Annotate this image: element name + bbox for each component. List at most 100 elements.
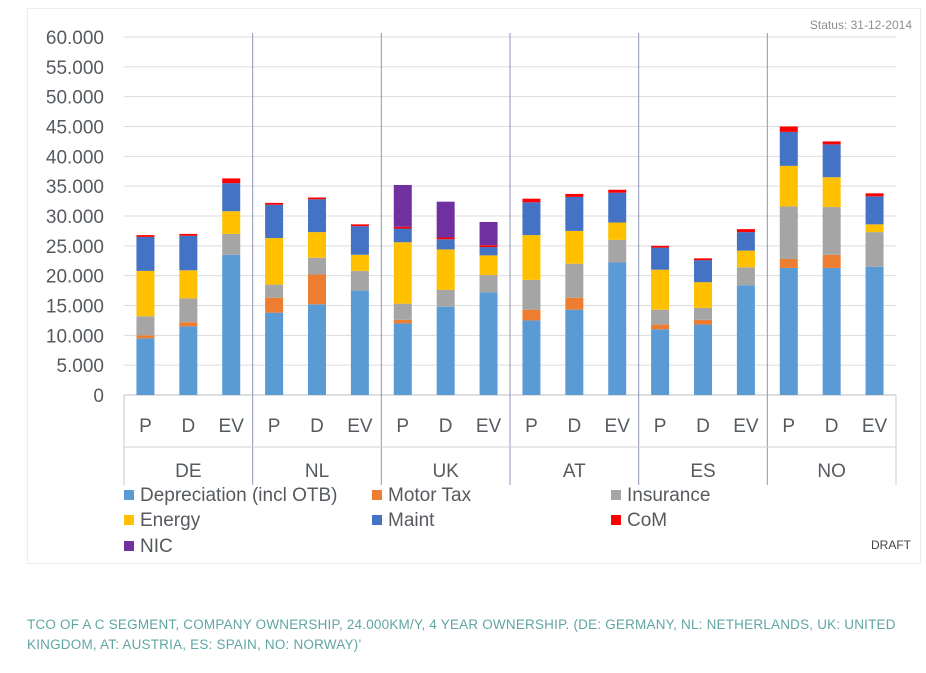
stacked-bar-chart: Status: 31-12-2014 0 5.000 10.000 15.000 20.… xyxy=(46,18,912,557)
bar-segment xyxy=(736,229,755,233)
bar-segment xyxy=(479,247,498,256)
y-tick-label: 20.000 xyxy=(46,267,104,288)
bar-segment xyxy=(265,312,284,395)
y-tick-label: 40.000 xyxy=(46,147,104,168)
bar-segment xyxy=(822,207,841,255)
y-tick-label: 55.000 xyxy=(46,58,104,79)
bar-segment xyxy=(308,232,326,258)
bar-segment xyxy=(694,282,712,308)
bar-segment xyxy=(779,258,798,268)
legend-swatch xyxy=(372,515,382,525)
legend-label: Motor Tax xyxy=(388,485,472,506)
group-label: ES xyxy=(690,461,715,482)
legend-label: Energy xyxy=(140,510,201,531)
bar-segment xyxy=(522,202,541,236)
bar-segment xyxy=(479,255,498,276)
bar-segment xyxy=(179,326,198,395)
bar-segment xyxy=(308,199,326,233)
category-label: EV xyxy=(219,416,245,437)
category-label: P xyxy=(525,416,538,437)
group-label: NO xyxy=(817,461,846,482)
bar-segment xyxy=(393,303,412,320)
category-label: P xyxy=(396,416,409,437)
y-tick-label: 0 xyxy=(93,386,104,407)
bar-segment xyxy=(179,270,198,299)
bars xyxy=(136,126,884,395)
bar-segment xyxy=(393,226,412,229)
bar-segment xyxy=(822,254,841,268)
bar-segment xyxy=(651,309,670,325)
bar-segment xyxy=(265,238,284,285)
legend: Depreciation (incl OTB) Motor Tax Insuranc… xyxy=(124,485,710,557)
bar-segment xyxy=(865,196,884,225)
bar-segment xyxy=(350,270,369,291)
bar-segment xyxy=(779,126,798,132)
y-tick-label: 60.000 xyxy=(46,28,104,49)
category-label: P xyxy=(782,416,795,437)
gridlines xyxy=(123,33,897,485)
category-label: P xyxy=(139,416,152,437)
bar-segment xyxy=(479,275,498,293)
legend-swatch xyxy=(124,490,134,500)
bar-segment xyxy=(736,285,755,395)
bar-segment xyxy=(222,233,241,255)
group-label: NL xyxy=(305,461,329,482)
category-label: D xyxy=(567,416,581,437)
y-tick-label: 15.000 xyxy=(46,297,104,318)
status-label: Status: 31-12-2014 xyxy=(810,18,912,32)
y-tick-label: 5.000 xyxy=(56,356,104,377)
y-tick-label: 10.000 xyxy=(46,326,104,347)
bar-segment xyxy=(608,192,627,223)
legend-swatch xyxy=(611,490,621,500)
legend-label: NIC xyxy=(140,536,173,557)
y-tick-label: 35.000 xyxy=(46,177,104,198)
bar-segment xyxy=(565,230,584,264)
legend-swatch xyxy=(611,515,621,525)
bar-segment xyxy=(436,201,455,238)
bar-segment xyxy=(393,323,412,395)
bar-segment xyxy=(222,178,241,184)
bar-segment xyxy=(393,184,412,227)
bar-segment xyxy=(565,263,584,298)
category-label: P xyxy=(654,416,667,437)
bar-segment xyxy=(222,211,241,234)
draft-label: DRAFT xyxy=(871,538,912,552)
bar-segment xyxy=(779,165,798,207)
legend-label: CoM xyxy=(627,510,667,531)
category-label: EV xyxy=(733,416,759,437)
legend-swatch xyxy=(124,515,134,525)
bar-segment xyxy=(436,249,455,290)
bar-segment xyxy=(565,309,584,395)
bar-segment xyxy=(436,289,455,307)
bar-segment xyxy=(436,306,455,395)
category-label: D xyxy=(310,416,324,437)
bar-segment xyxy=(651,329,670,395)
bar-segment xyxy=(522,235,541,280)
bar-segment xyxy=(479,292,498,395)
bar-segment xyxy=(350,254,369,271)
legend-label: Depreciation (incl OTB) xyxy=(140,485,337,506)
x-axis-labels: P D EV DE P D EV NL P D EV UK P D EV AT P D EV ES P D EV NO xyxy=(139,416,887,482)
category-label: D xyxy=(181,416,195,437)
group-label: DE xyxy=(175,461,201,482)
y-tick-label: 45.000 xyxy=(46,118,104,139)
bar-segment xyxy=(136,335,155,339)
bar-segment xyxy=(608,239,627,263)
bar-segment xyxy=(350,290,369,395)
bar-segment xyxy=(565,193,584,197)
category-label: D xyxy=(825,416,839,437)
bar-segment xyxy=(136,338,155,395)
bar-segment xyxy=(779,131,798,166)
bar-segment xyxy=(736,232,755,251)
bar-segment xyxy=(393,228,412,243)
figure-caption: TCO OF A C SEGMENT, COMPANY OWNERSHIP, 2… xyxy=(27,617,896,652)
bar-segment xyxy=(865,193,884,197)
group-label: AT xyxy=(563,461,586,482)
bar-segment xyxy=(350,226,369,255)
y-tick-label: 25.000 xyxy=(46,237,104,258)
legend-label: Maint xyxy=(388,510,435,531)
bar-segment xyxy=(308,257,326,275)
category-label: P xyxy=(268,416,281,437)
bar-segment xyxy=(265,297,284,313)
bar-segment xyxy=(822,144,841,178)
